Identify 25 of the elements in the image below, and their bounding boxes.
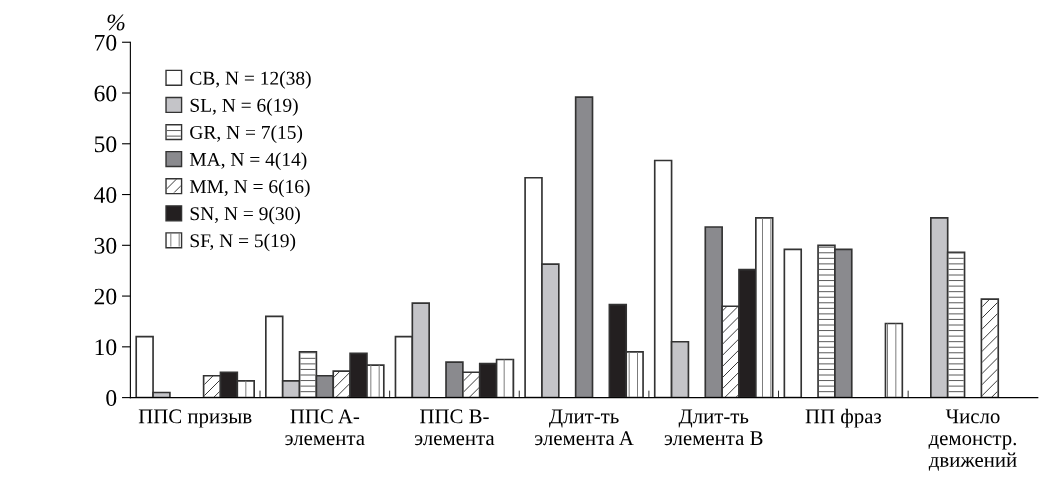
x-tick-label: Число демонстр. движений — [928, 409, 1017, 471]
x-tick-label: ППС A- элемента — [285, 409, 365, 446]
legend-label: SF, N = 5(19) — [190, 233, 296, 252]
y-tick-label: 0 — [106, 390, 117, 407]
bar — [783, 248, 803, 398]
legend-label: SN, N = 9(30) — [190, 206, 300, 225]
y-tick-label: 10 — [95, 339, 117, 356]
x-tick-label: Длит-ть элемента A — [535, 409, 634, 446]
x-tick-label: ПП фраз — [805, 408, 881, 428]
legend-label: MA, N = 4(14) — [189, 152, 307, 170]
y-tick-label: 30 — [94, 237, 117, 254]
bar — [574, 96, 594, 398]
y-tick-label: 60 — [94, 85, 117, 102]
y-axis-title: % — [107, 14, 125, 31]
y-tick-label: 20 — [94, 288, 117, 305]
legend-label: SL, N = 6(19) — [190, 98, 298, 116]
y-tick-label: 40 — [94, 187, 117, 203]
legend-label: MM, N = 6(16) — [189, 179, 310, 198]
x-tick-label: ППС B- элемента — [414, 409, 495, 446]
x-tick-label: Длит-ть элемента B — [664, 409, 763, 446]
legend-label: GR, N = 7(15) — [190, 125, 303, 143]
x-tick-label: ППС призыв — [138, 409, 252, 428]
legend-label: CB, N = 12(38) — [190, 71, 311, 89]
y-tick-label: 70 — [95, 34, 117, 51]
y-tick-label: 50 — [94, 136, 117, 153]
